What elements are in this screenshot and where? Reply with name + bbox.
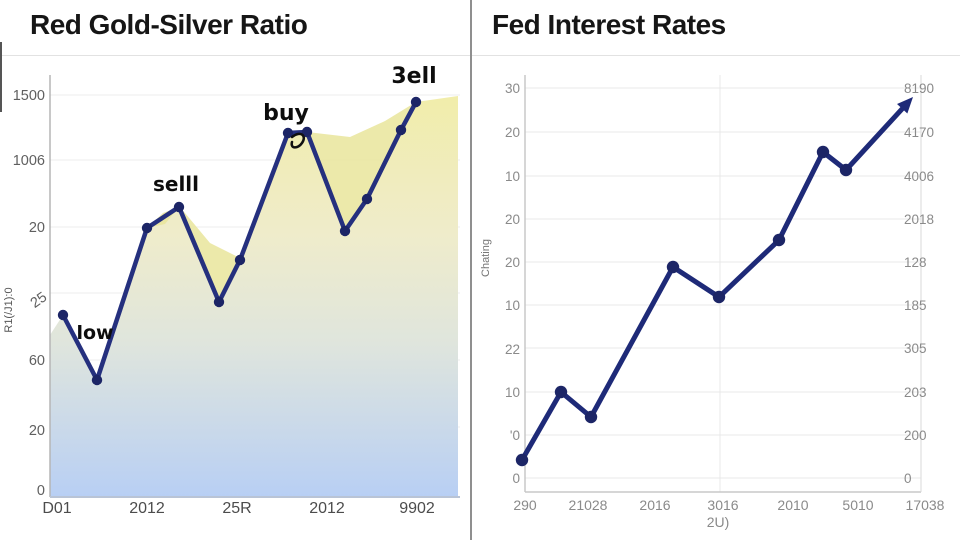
y-tick-label: 1006 — [13, 153, 45, 169]
y-tick-label: 20 — [505, 255, 520, 270]
data-point-marker — [234, 254, 246, 266]
data-point-marker — [584, 410, 598, 424]
data-point-marker — [361, 193, 373, 205]
data-point-marker — [515, 453, 529, 467]
fed-interest-rates-chart: 3020102020102210'00819041704006201812818… — [480, 75, 945, 530]
y-tick-label: 25 — [28, 289, 50, 311]
right-chart-title: Fed Interest Rates — [492, 9, 726, 40]
data-point-marker — [772, 233, 786, 247]
y-tick-label-right: 4006 — [904, 169, 934, 184]
y-tick-label: 10 — [505, 385, 520, 400]
data-point-marker — [712, 290, 726, 304]
y-tick-label-right: 185 — [904, 298, 927, 313]
series-line — [519, 149, 849, 463]
y-tick-label: 30 — [505, 81, 520, 96]
y-tick-label: 20 — [505, 125, 520, 140]
left-chart-title: Red Gold-Silver Ratio — [30, 9, 308, 40]
y-axis-label: Chating — [480, 239, 492, 277]
x-tick-label: 2012 — [129, 500, 165, 517]
data-point-marker — [213, 296, 225, 308]
trend-arrowhead — [897, 97, 913, 114]
panel-divider — [470, 0, 472, 540]
y-tick-label: 10 — [505, 298, 520, 313]
data-point-marker — [816, 145, 830, 159]
area-fill — [50, 96, 458, 497]
y-tick-label: 20 — [29, 423, 45, 439]
y-tick-label: 10 — [505, 169, 520, 184]
y-tick-label-right: 203 — [904, 385, 927, 400]
y-tick-label-right: 4170 — [904, 125, 934, 140]
left-header-rule — [0, 55, 470, 56]
x-tick-label: 25R — [222, 500, 251, 517]
y-tick-label-right: 8190 — [904, 81, 934, 96]
x-tick-label: 2012 — [309, 500, 345, 517]
y-tick-label-right: 305 — [904, 341, 927, 356]
annotation-selll: selll — [153, 172, 199, 196]
y-tick-label: 20 — [29, 220, 45, 236]
data-point-marker — [282, 127, 294, 139]
data-point-marker — [839, 163, 853, 177]
panel-fed-interest-rates: Fed Interest Rates 30 20 10 20 20 10 22 10'0 0 81… — [472, 0, 960, 540]
annotation-low: low — [76, 322, 113, 344]
y-tick-label-right: 200 — [904, 428, 927, 443]
y-tick-label: 0 — [37, 483, 45, 499]
data-point-marker — [91, 374, 103, 386]
data-point-marker — [666, 260, 680, 274]
y-tick-label: 20 — [505, 212, 520, 227]
x-tick-label: 2016 — [639, 497, 670, 513]
data-point-marker — [410, 96, 422, 108]
data-point-marker — [554, 385, 568, 399]
y-tick-label: 0 — [512, 471, 520, 486]
x-tick-label: 17038 — [906, 497, 945, 513]
y-axis-label: R1(/J1):0 — [3, 287, 15, 332]
x-tick-label: 3016 — [707, 497, 738, 513]
x-tick-label: 290 — [513, 497, 537, 513]
annotation-buy: buy — [263, 101, 309, 126]
x-axis-sub-label: 2U) — [707, 514, 730, 530]
right-header-rule — [472, 55, 960, 56]
y-tick-label: 22 — [505, 342, 520, 357]
x-tick-label: D01 — [42, 500, 71, 517]
x-tick-label: 2010 — [777, 497, 808, 513]
y-tick-label-right: 128 — [904, 255, 927, 270]
x-tick-label: 5010 — [842, 497, 873, 513]
x-tick-label: 9902 — [399, 500, 435, 517]
data-point-marker — [141, 222, 153, 234]
panel-gold-silver-ratio: Red Gold-Silver Ratio 1500 1006 20 25 60 20 0 D… — [0, 0, 470, 540]
data-point-marker — [173, 201, 185, 213]
y-tick-label: '0 — [510, 428, 520, 443]
y-tick-label-right: 2018 — [904, 212, 934, 227]
data-point-marker — [395, 124, 407, 136]
x-tick-label: 21028 — [569, 497, 608, 513]
data-point-marker — [301, 126, 313, 138]
data-point-marker — [57, 309, 69, 321]
y-tick-label: 60 — [29, 353, 45, 369]
curl-mark-icon — [290, 132, 306, 149]
series-line — [60, 99, 419, 383]
annotation-3ell: 3ell — [391, 64, 436, 89]
y-tick-label-right: 0 — [904, 471, 912, 486]
chart-body: 3020102020102210'00819041704006201812818… — [480, 75, 945, 530]
y-tick-label: 1500 — [13, 88, 45, 104]
data-point-marker — [339, 225, 351, 237]
